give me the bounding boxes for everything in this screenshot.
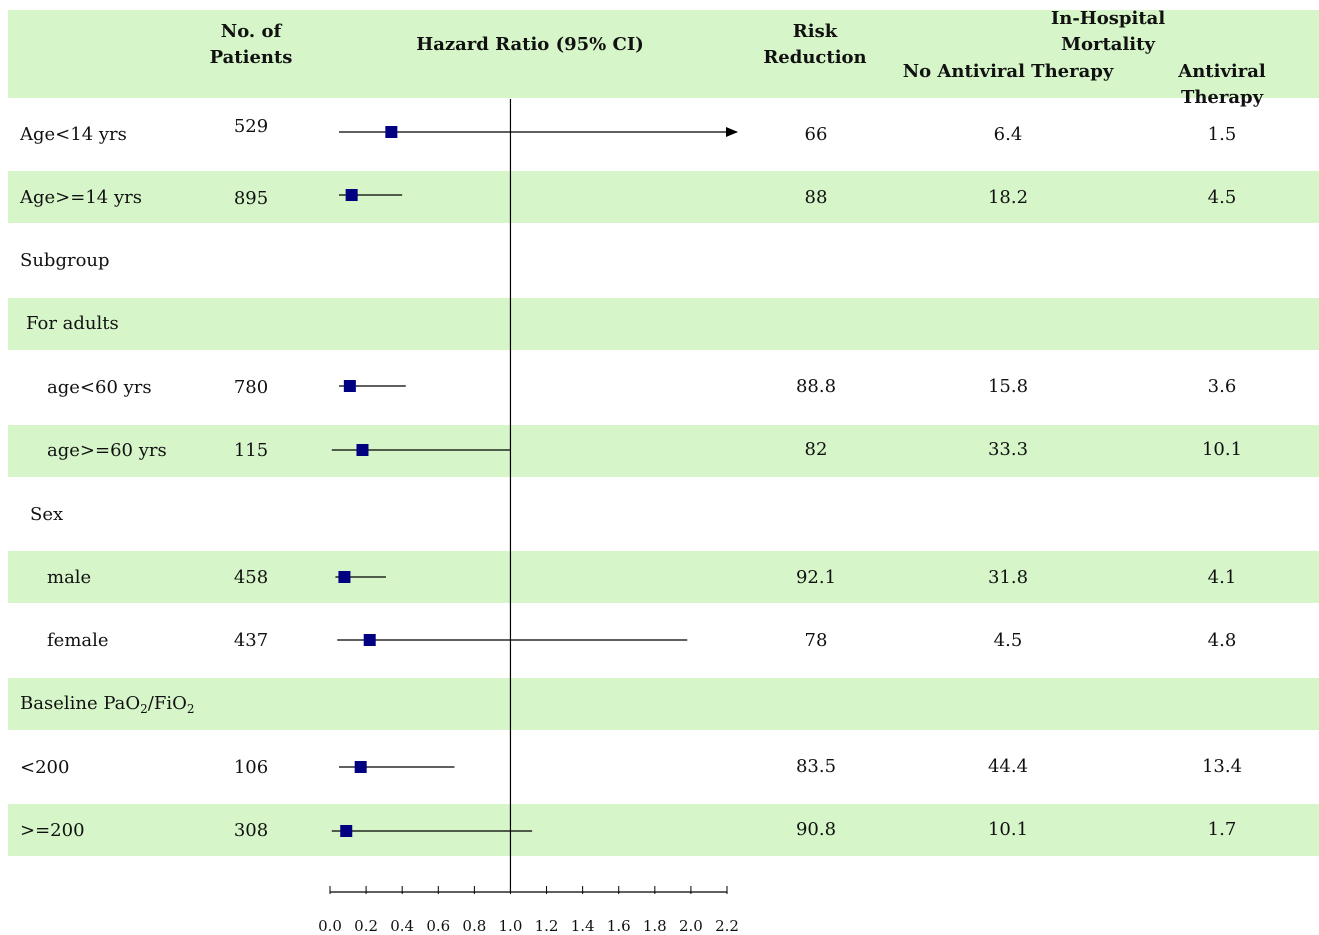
row-antiviral: 4.1 bbox=[1207, 567, 1237, 588]
section-sex: Sex bbox=[30, 504, 64, 525]
row-antiviral: 10.1 bbox=[1201, 439, 1243, 460]
x-tick-label: 2.2 bbox=[715, 917, 739, 935]
baseline-mid: /FiO bbox=[147, 693, 187, 714]
x-tick-label: 1.6 bbox=[607, 917, 631, 935]
row-antiviral: 13.4 bbox=[1201, 756, 1243, 777]
header-hazard-ratio: Hazard Ratio (95% CI) bbox=[416, 34, 644, 55]
row-no-antiviral: 18.2 bbox=[987, 187, 1029, 208]
header-risk-reduction: Risk Reduction bbox=[763, 21, 867, 68]
row-patients: 437 bbox=[233, 630, 269, 651]
row-patients: 308 bbox=[233, 820, 269, 841]
row-risk: 92.1 bbox=[795, 567, 837, 588]
baseline-sub: 2 bbox=[140, 702, 148, 716]
row-no-antiviral: 31.8 bbox=[987, 567, 1029, 588]
section-subgroup: Subgroup bbox=[20, 250, 110, 271]
row-label: >=200 bbox=[20, 820, 85, 841]
hazard-ratio-marker bbox=[340, 825, 353, 837]
hazard-ratio-marker bbox=[363, 634, 376, 646]
row-label: female bbox=[47, 630, 109, 651]
table-header bbox=[8, 10, 1319, 98]
row-patients: 106 bbox=[233, 757, 269, 778]
x-tick-label: 1.8 bbox=[643, 917, 667, 935]
row-patients: 895 bbox=[233, 188, 269, 209]
row-antiviral: 3.6 bbox=[1207, 376, 1237, 397]
hazard-ratio-marker bbox=[338, 571, 351, 583]
row-label: age>=60 yrs bbox=[47, 440, 167, 461]
row-risk: 66 bbox=[804, 124, 828, 145]
row-band bbox=[8, 425, 1319, 477]
row-risk: 83.5 bbox=[795, 756, 837, 777]
row-band bbox=[8, 551, 1319, 603]
header-patients: No. of Patients bbox=[209, 21, 293, 68]
baseline-prefix: Baseline PaO bbox=[20, 693, 141, 714]
row-band bbox=[8, 804, 1319, 856]
row-no-antiviral: 44.4 bbox=[987, 756, 1029, 777]
row-patients: 458 bbox=[233, 567, 269, 588]
row-no-antiviral: 33.3 bbox=[987, 439, 1029, 460]
x-tick-label: 0.8 bbox=[462, 917, 486, 935]
row-risk: 82 bbox=[804, 439, 828, 460]
row-risk: 78 bbox=[804, 630, 828, 651]
hazard-ratio-marker bbox=[354, 761, 367, 773]
row-risk: 88 bbox=[804, 187, 828, 208]
row-label: <200 bbox=[20, 757, 70, 778]
header-antiviral: Antiviral Therapy bbox=[1178, 61, 1266, 108]
row-antiviral: 4.5 bbox=[1207, 187, 1237, 208]
x-tick-label: 0.0 bbox=[318, 917, 342, 935]
x-tick-label: 1.0 bbox=[499, 917, 523, 935]
section-adults: For adults bbox=[26, 313, 119, 334]
row-risk: 88.8 bbox=[795, 376, 837, 397]
header-mortality: In-Hospital Mortality bbox=[1050, 8, 1166, 55]
row-band bbox=[8, 171, 1319, 223]
section-baseline: Baseline PaO2/FiO2 bbox=[20, 693, 194, 715]
row-patients: 780 bbox=[233, 377, 269, 398]
x-tick-label: 0.2 bbox=[354, 917, 378, 935]
row-label: age<60 yrs bbox=[47, 377, 152, 398]
x-tick-label: 0.4 bbox=[390, 917, 414, 935]
row-label: Age>=14 yrs bbox=[20, 187, 142, 208]
hazard-ratio-marker bbox=[345, 189, 358, 201]
row-band bbox=[8, 678, 1319, 730]
x-tick-label: 1.4 bbox=[571, 917, 595, 935]
row-no-antiviral: 6.4 bbox=[993, 124, 1023, 145]
row-risk: 90.8 bbox=[795, 819, 837, 840]
x-tick-label: 2.0 bbox=[679, 917, 703, 935]
row-antiviral: 4.8 bbox=[1207, 630, 1237, 651]
row-no-antiviral: 10.1 bbox=[987, 819, 1029, 840]
row-antiviral: 1.7 bbox=[1207, 819, 1237, 840]
x-tick-label: 0.6 bbox=[426, 917, 450, 935]
hazard-ratio-marker bbox=[356, 444, 369, 456]
row-no-antiviral: 15.8 bbox=[987, 376, 1029, 397]
row-no-antiviral: 4.5 bbox=[993, 630, 1023, 651]
row-antiviral: 1.5 bbox=[1207, 124, 1237, 145]
row-label: male bbox=[47, 567, 92, 588]
row-band bbox=[8, 298, 1319, 350]
x-tick-label: 1.2 bbox=[535, 917, 559, 935]
row-label: Age<14 yrs bbox=[20, 124, 127, 145]
hazard-ratio-marker bbox=[385, 126, 398, 138]
baseline-sub: 2 bbox=[186, 702, 195, 716]
row-patients: 529 bbox=[233, 116, 269, 137]
row-patients: 115 bbox=[233, 440, 269, 461]
hazard-ratio-marker bbox=[343, 380, 356, 392]
header-no-antiviral: No Antiviral Therapy bbox=[902, 61, 1114, 82]
